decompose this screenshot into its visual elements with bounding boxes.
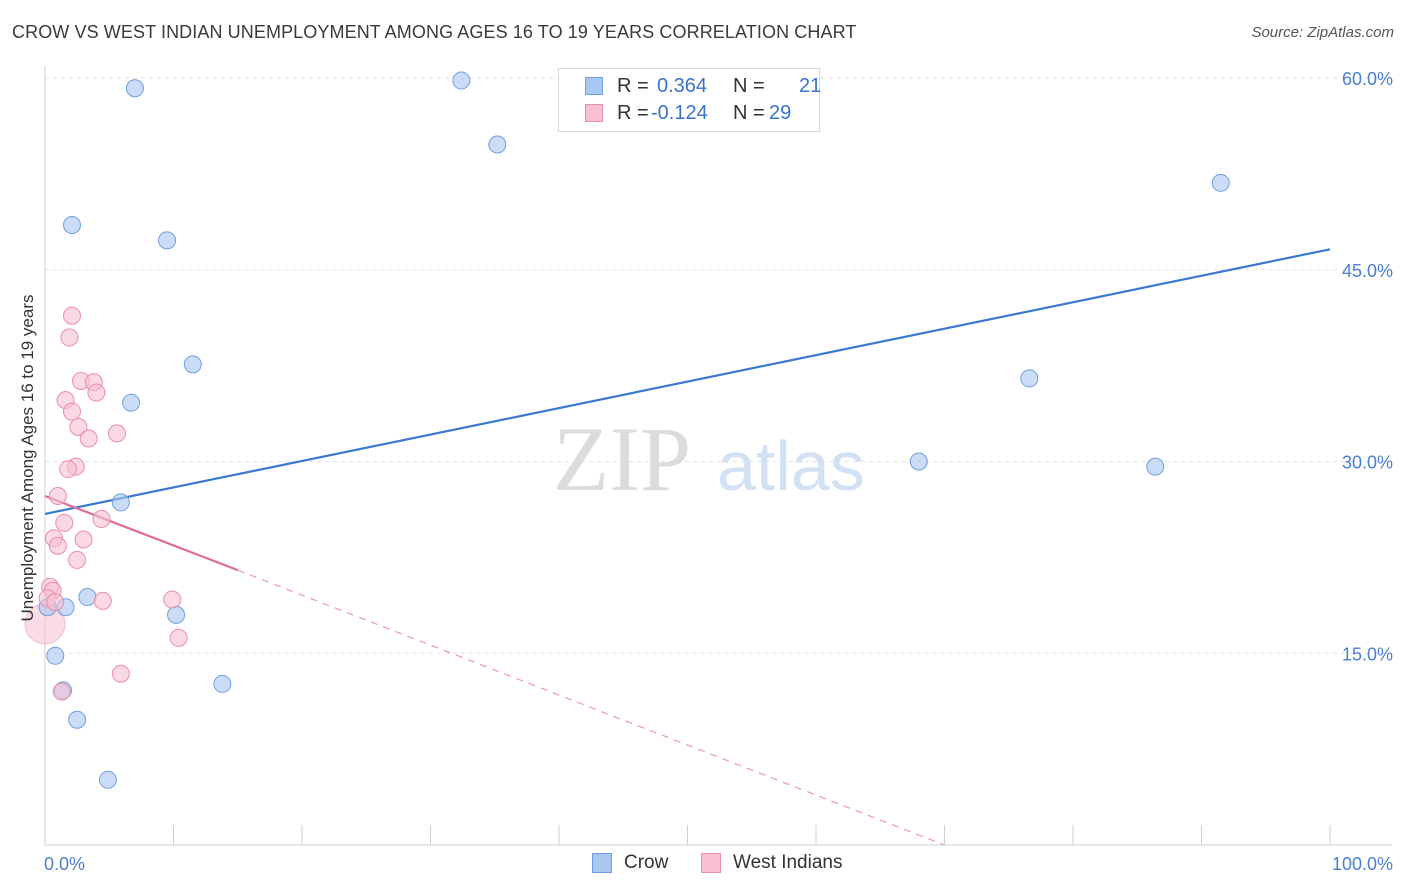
watermark: ZIP atlas [553,408,865,510]
point-west-indians [69,417,88,436]
legend-n-value: 29 [769,102,792,124]
point-crow [909,452,928,471]
point-west-indians [92,510,111,529]
point-west-indians [111,664,130,683]
point-west-indians [107,424,126,443]
point-crow [158,231,177,250]
point-west-indians [68,550,87,569]
point-west-indians [163,590,182,609]
bottom-legend-swatch-west-indians [701,853,721,873]
chart-title: CROW VS WEST INDIAN UNEMPLOYMENT AMONG A… [12,22,857,42]
point-west-indians [74,530,93,549]
point-west-indians [59,460,78,479]
point-crow [62,216,81,235]
legend-n-value: 21 [799,75,822,97]
point-crow [68,710,87,729]
point-crow [213,674,232,693]
y-axis-label: Unemployment Among Ages 16 to 19 years [18,295,37,622]
point-crow [111,493,130,512]
point-west-indians [48,536,67,555]
legend-r-value: -0.124 [651,102,708,124]
point-crow [46,646,65,665]
point-crow [122,393,141,412]
trend-line-west-indians-dashed [237,569,945,846]
legend-r-label: R = [617,102,649,124]
legend-n-label: N = [733,102,765,124]
point-west-indians [62,306,81,325]
point-west-indians [169,628,188,647]
trend-line-west-indians [44,494,239,572]
point-west-indians [55,513,74,532]
point-west-indians [93,591,112,610]
point-west-indians [62,402,81,421]
x-tick-label: 100.0% [1332,854,1393,874]
point-west-indians [60,328,79,347]
point-crow [1211,173,1230,192]
y-tick-label: 45.0% [1342,261,1393,281]
trend-line-crow [44,248,1331,515]
x-tick-label: 0.0% [44,854,85,874]
point-west-indians [87,383,106,402]
gridlines [45,77,1392,654]
point-crow [78,588,97,607]
watermark-atlas: atlas [717,427,865,505]
point-west-indians [46,593,65,612]
point-west-indians [79,429,98,448]
point-crow [125,79,144,98]
trend-lines [44,248,1331,846]
legend-n-label: N = [733,75,765,97]
point-west-indians [48,487,67,506]
y-tick-label: 60.0% [1342,69,1393,89]
legend-swatch-crow [585,77,603,95]
y-tick-label: 15.0% [1342,644,1393,664]
tick-labels: 15.0% 30.0% 45.0% 60.0% 0.0% 100.0% Unemployme… [18,69,1393,874]
legend-r-label: R = [617,75,649,97]
point-crow [1146,457,1165,476]
data-points [24,71,1230,789]
bottom-legend-label-crow: Crow [624,852,669,873]
bottom-legend-label-west-indians: West Indians [733,852,843,873]
point-west-indians [52,682,71,701]
point-crow [183,355,202,374]
legend-r-value: 0.364 [657,75,708,97]
point-crow [488,135,507,154]
source-label: Source: ZipAtlas.com [1251,24,1394,41]
point-crow [452,71,471,90]
y-tick-label: 30.0% [1342,453,1393,473]
legend-swatch-west-indians [585,104,603,122]
point-crow [1020,369,1039,388]
watermark-zip: ZIP [553,408,691,510]
point-crow [98,770,117,789]
point-crow [167,605,186,624]
correlation-legend: R = 0.364 N = 21 R = -0.124 N = 29 [558,68,822,132]
axes [44,66,1392,846]
bottom-legend-swatch-crow [592,853,612,873]
